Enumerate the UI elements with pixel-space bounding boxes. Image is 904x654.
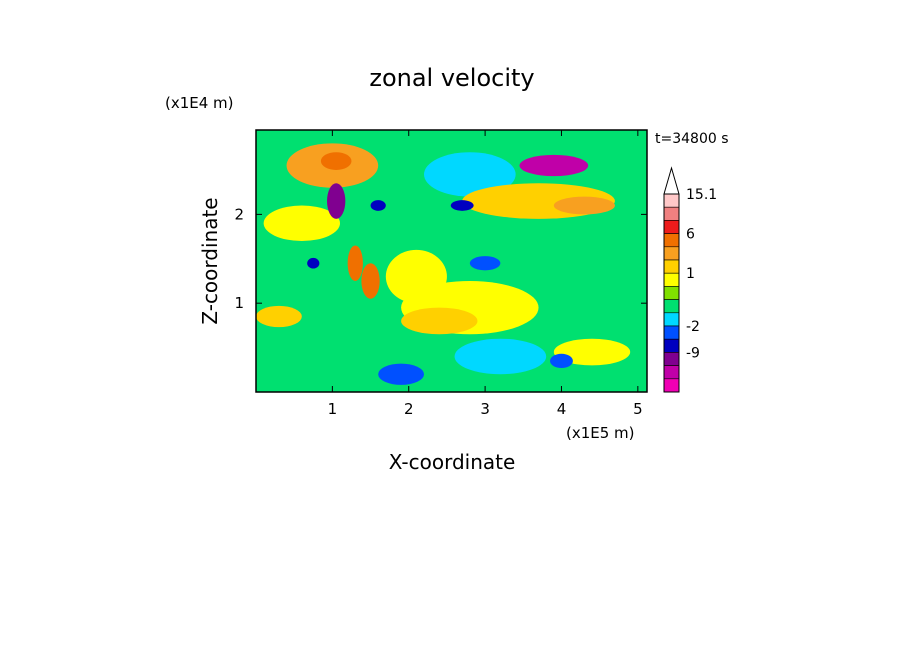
x-tick-label: 4 bbox=[557, 400, 567, 418]
colorbar-segment bbox=[663, 286, 680, 300]
colorbar-frame bbox=[663, 193, 680, 393]
colorbar-segment bbox=[663, 220, 680, 234]
contour-field bbox=[256, 143, 647, 385]
x-tick-label: 3 bbox=[480, 400, 490, 418]
x-axis-label: X-coordinate bbox=[389, 450, 516, 474]
colorbar-segment bbox=[663, 299, 680, 314]
x-tick-label: 2 bbox=[404, 400, 414, 418]
colorbar-segment bbox=[663, 206, 680, 221]
contour-feature bbox=[327, 183, 346, 219]
contour-feature bbox=[385, 249, 447, 304]
contour-feature bbox=[553, 196, 615, 215]
colorbar-segment bbox=[663, 378, 680, 393]
colorbar-label: 1 bbox=[686, 266, 695, 282]
colorbar-segment bbox=[663, 246, 680, 261]
colorbar-segment bbox=[663, 338, 680, 353]
chart-title: zonal velocity bbox=[369, 64, 534, 92]
y-axis-ticks: 12 bbox=[234, 205, 647, 312]
colorbar-label: 6 bbox=[686, 227, 695, 243]
contour-feature bbox=[519, 154, 589, 177]
contour-feature bbox=[263, 205, 341, 242]
x-tick-label: 5 bbox=[633, 400, 643, 418]
contour-feature bbox=[454, 338, 547, 375]
colorbar-segment bbox=[663, 233, 680, 248]
y-tick-label: 2 bbox=[234, 205, 244, 223]
time-label: t=34800 s bbox=[655, 131, 729, 147]
contour-feature bbox=[469, 256, 501, 271]
colorbar-top-arrow bbox=[663, 166, 680, 195]
contour-feature bbox=[595, 223, 647, 277]
x-axis-ticks: 1 2 3 4 5 bbox=[328, 130, 643, 418]
contour-feature bbox=[361, 263, 380, 299]
contour-feature bbox=[307, 257, 320, 269]
contour-feature bbox=[450, 200, 474, 211]
colorbar-segment bbox=[663, 352, 680, 366]
colorbar-segment bbox=[663, 193, 680, 208]
contour-feature bbox=[553, 338, 631, 366]
colorbar-label: 15.1 bbox=[686, 187, 717, 203]
colorbar-segment bbox=[663, 312, 680, 327]
contour-feature bbox=[347, 245, 363, 281]
contour-feature bbox=[370, 200, 386, 211]
contour-feature bbox=[550, 353, 573, 369]
colorbar-segment bbox=[663, 272, 680, 287]
colorbar-label: -2 bbox=[686, 319, 700, 335]
contour-feature bbox=[320, 152, 352, 170]
colorbar-segment bbox=[663, 325, 680, 340]
y-tick-label: 1 bbox=[234, 294, 244, 312]
colorbar: 15.1 6 1 -2 -9 bbox=[663, 166, 717, 393]
contour-feature bbox=[424, 152, 516, 197]
plot-frame bbox=[255, 129, 648, 393]
contour-feature bbox=[256, 305, 302, 328]
colorbar-segment bbox=[663, 259, 680, 274]
x-axis-unit: (x1E5 m) bbox=[566, 424, 635, 442]
y-axis-unit: (x1E4 m) bbox=[165, 94, 234, 112]
y-axis-label: Z-coordinate bbox=[198, 197, 222, 324]
colorbar-segment bbox=[663, 365, 680, 380]
contour-feature bbox=[378, 363, 425, 385]
colorbar-label: -9 bbox=[686, 345, 700, 361]
contour-feature bbox=[401, 307, 478, 335]
x-tick-label: 1 bbox=[328, 400, 338, 418]
